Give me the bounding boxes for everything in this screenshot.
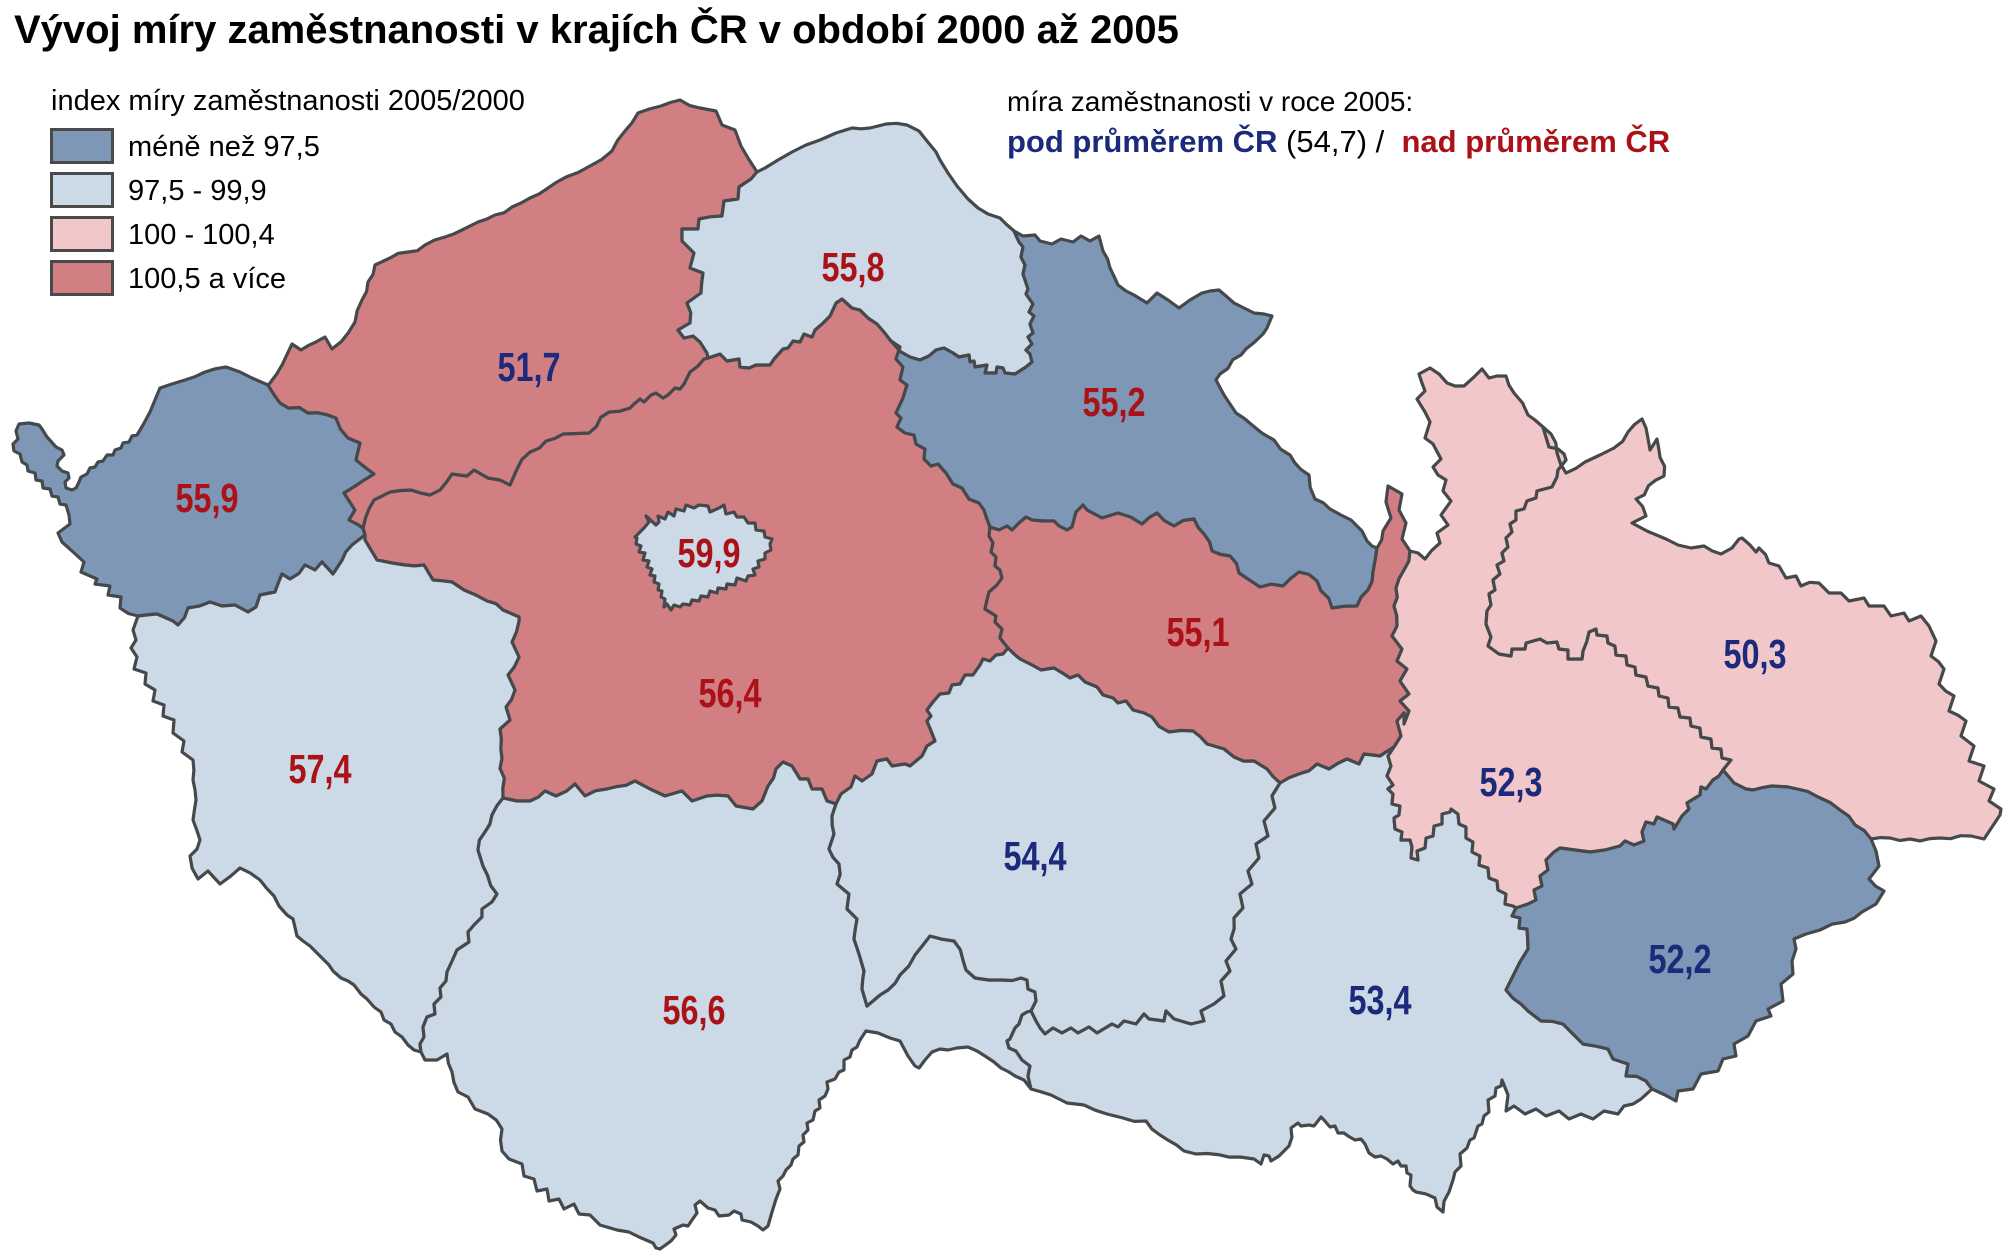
svg-text:52,3: 52,3 [1480, 759, 1543, 805]
svg-text:57,4: 57,4 [289, 746, 352, 792]
svg-text:55,9: 55,9 [176, 475, 239, 521]
svg-text:56,6: 56,6 [663, 987, 726, 1033]
svg-text:53,4: 53,4 [1349, 977, 1412, 1023]
svg-text:52,2: 52,2 [1649, 936, 1712, 982]
svg-text:50,3: 50,3 [1724, 631, 1787, 677]
svg-text:59,9: 59,9 [678, 530, 741, 576]
svg-text:56,4: 56,4 [699, 670, 762, 716]
svg-text:54,4: 54,4 [1004, 833, 1067, 879]
svg-text:55,1: 55,1 [1167, 609, 1230, 655]
svg-text:51,7: 51,7 [498, 344, 561, 390]
svg-text:55,2: 55,2 [1083, 379, 1146, 425]
svg-text:55,8: 55,8 [822, 244, 885, 290]
